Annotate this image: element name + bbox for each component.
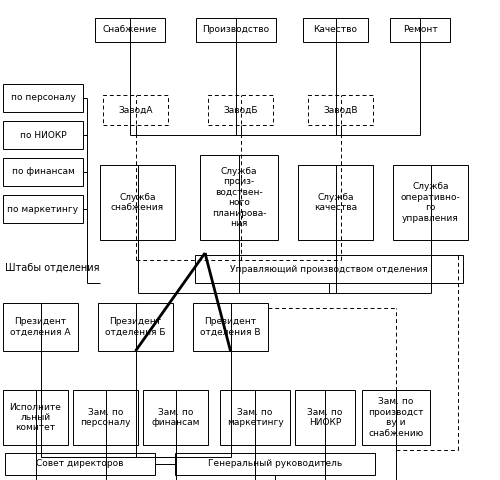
Text: Зам. по
НИОКР: Зам. по НИОКР <box>308 408 342 427</box>
Text: Зам. по
маркетингу: Зам. по маркетингу <box>226 408 283 427</box>
FancyBboxPatch shape <box>303 18 368 42</box>
Text: Зам. по
производст
ву и
снабжению: Зам. по производст ву и снабжению <box>368 397 424 438</box>
FancyBboxPatch shape <box>103 95 168 125</box>
Text: Президент
отделения Б: Президент отделения Б <box>105 317 166 336</box>
Text: Управляющий производством отделения: Управляющий производством отделения <box>230 264 428 274</box>
Text: Служба
качества: Служба качества <box>314 193 357 212</box>
Text: Зам. по
персоналу: Зам. по персоналу <box>80 408 131 427</box>
Text: Президент
отделения В: Президент отделения В <box>200 317 261 336</box>
Text: Зам. по
финансам: Зам. по финансам <box>151 408 200 427</box>
FancyBboxPatch shape <box>295 390 355 445</box>
FancyBboxPatch shape <box>175 453 375 475</box>
Text: по НИОКР: по НИОКР <box>20 131 66 140</box>
Text: Служба
снабжения: Служба снабжения <box>111 193 164 212</box>
FancyBboxPatch shape <box>208 95 273 125</box>
FancyBboxPatch shape <box>143 390 208 445</box>
Text: по маркетингу: по маркетингу <box>8 204 79 214</box>
FancyBboxPatch shape <box>298 165 373 240</box>
FancyBboxPatch shape <box>196 18 276 42</box>
Text: Исполните
льный
комитет: Исполните льный комитет <box>10 403 62 432</box>
FancyBboxPatch shape <box>200 155 278 240</box>
FancyBboxPatch shape <box>3 158 83 186</box>
Text: ЗаводА: ЗаводА <box>118 106 153 115</box>
Text: Ремонт: Ремонт <box>402 25 438 35</box>
Text: Качество: Качество <box>314 25 358 35</box>
FancyBboxPatch shape <box>95 18 165 42</box>
Text: Генеральный руководитель: Генеральный руководитель <box>208 459 342 468</box>
Text: ЗаводБ: ЗаводБ <box>223 106 258 115</box>
Text: Производство: Производство <box>202 25 270 35</box>
Text: Штабы отделения: Штабы отделения <box>5 263 100 273</box>
FancyBboxPatch shape <box>362 390 430 445</box>
FancyBboxPatch shape <box>308 95 373 125</box>
Text: ЗаводВ: ЗаводВ <box>323 106 358 115</box>
FancyBboxPatch shape <box>5 453 155 475</box>
FancyBboxPatch shape <box>73 390 138 445</box>
FancyBboxPatch shape <box>3 84 83 112</box>
FancyBboxPatch shape <box>3 121 83 149</box>
FancyBboxPatch shape <box>193 303 268 351</box>
FancyBboxPatch shape <box>195 255 463 283</box>
FancyBboxPatch shape <box>3 390 68 445</box>
FancyBboxPatch shape <box>220 390 290 445</box>
FancyBboxPatch shape <box>3 195 83 223</box>
FancyBboxPatch shape <box>100 165 175 240</box>
Text: Президент
отделения А: Президент отделения А <box>10 317 71 336</box>
Text: Служба
оперативно-
го
управления: Служба оперативно- го управления <box>400 182 460 223</box>
FancyBboxPatch shape <box>390 18 450 42</box>
Text: Снабжение: Снабжение <box>103 25 157 35</box>
FancyBboxPatch shape <box>98 303 173 351</box>
FancyBboxPatch shape <box>3 303 78 351</box>
Text: по финансам: по финансам <box>12 168 74 177</box>
Text: Служба
произ-
водствен-
ного
планирова-
ния: Служба произ- водствен- ного планирова- … <box>212 167 266 228</box>
FancyBboxPatch shape <box>393 165 468 240</box>
Text: по персоналу: по персоналу <box>10 94 76 103</box>
Text: Совет директоров: Совет директоров <box>36 459 124 468</box>
